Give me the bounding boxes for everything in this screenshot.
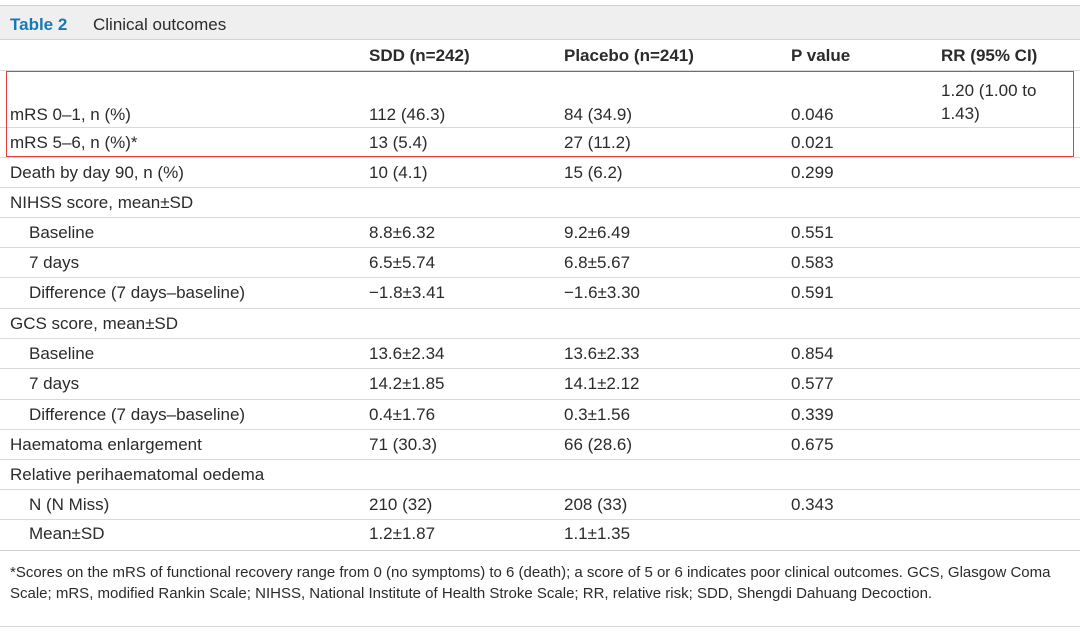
table-row: Mean±SD 1.2±1.87 1.1±1.35 xyxy=(0,519,1080,550)
placebo-value: 27 (11.2) xyxy=(564,133,631,152)
table-row: Death by day 90, n (%) 10 (4.1) 15 (6.2)… xyxy=(0,157,1080,187)
row-label: N (N Miss) xyxy=(29,495,110,514)
p-value: 0.577 xyxy=(791,374,834,393)
row-label: Baseline xyxy=(29,344,95,363)
placebo-value: 9.2±6.49 xyxy=(564,223,631,242)
table-title: Clinical outcomes xyxy=(93,15,227,34)
placebo-value: 14.1±2.12 xyxy=(564,374,640,393)
sdd-value: 112 (46.3) xyxy=(369,105,446,124)
table-row: mRS 0–1, n (%) 112 (46.3) 84 (34.9) 0.04… xyxy=(0,70,1080,127)
sdd-value: 0.4±1.76 xyxy=(369,405,436,424)
row-label: mRS 5–6, n (%)* xyxy=(10,133,138,152)
header-placebo: Placebo (n=241) xyxy=(564,46,694,65)
sdd-value: 1.2±1.87 xyxy=(369,524,436,543)
p-value: 0.299 xyxy=(791,163,834,182)
p-value: 0.021 xyxy=(791,133,834,152)
table-row: 7 days 6.5±5.74 6.8±5.67 0.583 xyxy=(0,247,1080,277)
rr-value-line2: 1.43) xyxy=(941,104,980,123)
row-label: GCS score, mean±SD xyxy=(10,314,179,333)
rr-value-line1: 1.20 (1.00 to xyxy=(941,81,1037,100)
p-value: 0.551 xyxy=(791,223,834,242)
sdd-value: 13.6±2.34 xyxy=(369,344,445,363)
placebo-value: 13.6±2.33 xyxy=(564,344,640,363)
header-p-value: P value xyxy=(791,46,851,65)
table-row: Relative perihaematomal oedema xyxy=(0,459,1080,489)
sdd-value: 10 (4.1) xyxy=(369,163,428,182)
table-header-row: SDD (n=242) Placebo (n=241) P value RR (… xyxy=(0,39,1080,70)
table-footnote: *Scores on the mRS of functional recover… xyxy=(10,564,1051,602)
row-label: Difference (7 days–baseline) xyxy=(29,283,246,302)
table-row: 7 days 14.2±1.85 14.1±2.12 0.577 xyxy=(0,368,1080,399)
sdd-value: 14.2±1.85 xyxy=(369,374,445,393)
table-row: Baseline 8.8±6.32 9.2±6.49 0.551 xyxy=(0,217,1080,247)
p-value: 0.046 xyxy=(791,105,834,124)
table-row: Baseline 13.6±2.34 13.6±2.33 0.854 xyxy=(0,338,1080,368)
header-sdd: SDD (n=242) xyxy=(369,46,470,65)
p-value: 0.675 xyxy=(791,435,834,454)
table-title-bar: Table 2 Clinical outcomes xyxy=(0,5,1080,39)
placebo-value: −1.6±3.30 xyxy=(564,283,640,302)
sdd-value: 8.8±6.32 xyxy=(369,223,436,242)
row-label: Relative perihaematomal oedema xyxy=(10,465,265,484)
row-label: Difference (7 days–baseline) xyxy=(29,405,246,424)
p-value: 0.591 xyxy=(791,283,834,302)
table-row: N (N Miss) 210 (32) 208 (33) 0.343 xyxy=(0,489,1080,519)
table-row: GCS score, mean±SD xyxy=(0,308,1080,338)
placebo-value: 0.3±1.56 xyxy=(564,405,631,424)
placebo-value: 1.1±1.35 xyxy=(564,524,631,543)
placebo-value: 208 (33) xyxy=(564,495,628,514)
p-value: 0.583 xyxy=(791,253,834,272)
table-row: NIHSS score, mean±SD xyxy=(0,187,1080,217)
row-label: 7 days xyxy=(29,253,80,272)
row-label: 7 days xyxy=(29,374,80,393)
p-value: 0.854 xyxy=(791,344,834,363)
row-label: NIHSS score, mean±SD xyxy=(10,193,194,212)
p-value: 0.339 xyxy=(791,405,834,424)
sdd-value: 210 (32) xyxy=(369,495,433,514)
placebo-value: 84 (34.9) xyxy=(564,105,633,124)
p-value: 0.343 xyxy=(791,495,834,514)
bottom-divider xyxy=(0,626,1080,627)
sdd-value: 6.5±5.74 xyxy=(369,253,436,272)
table-row: mRS 5–6, n (%)* 13 (5.4) 27 (11.2) 0.021 xyxy=(0,127,1080,157)
table-row: Difference (7 days–baseline) 0.4±1.76 0.… xyxy=(0,399,1080,429)
row-label: Death by day 90, n (%) xyxy=(10,163,184,182)
placebo-value: 6.8±5.67 xyxy=(564,253,631,272)
header-rr: RR (95% CI) xyxy=(941,46,1038,65)
placebo-value: 66 (28.6) xyxy=(564,435,633,454)
row-label: Baseline xyxy=(29,223,95,242)
sdd-value: 71 (30.3) xyxy=(369,435,438,454)
sdd-value: 13 (5.4) xyxy=(369,133,428,152)
row-label: Haematoma enlargement xyxy=(10,435,202,454)
footnote-divider xyxy=(0,550,1080,551)
row-label: mRS 0–1, n (%) xyxy=(10,105,131,124)
table-row: Haematoma enlargement 71 (30.3) 66 (28.6… xyxy=(0,429,1080,459)
table-label: Table 2 xyxy=(10,15,68,34)
row-label: Mean±SD xyxy=(29,524,105,543)
sdd-value: −1.8±3.41 xyxy=(369,283,445,302)
placebo-value: 15 (6.2) xyxy=(564,163,623,182)
table-row: Difference (7 days–baseline) −1.8±3.41 −… xyxy=(0,277,1080,308)
